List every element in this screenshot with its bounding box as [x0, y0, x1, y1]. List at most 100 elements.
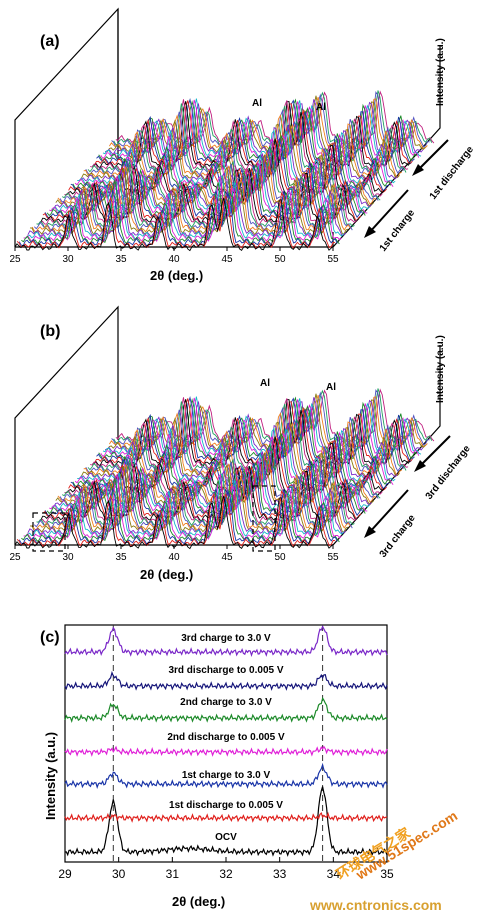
panel-a-al-label-2: Al: [316, 102, 326, 113]
x-tick-label: 25: [9, 254, 21, 265]
waterfall-trace: [57, 445, 377, 504]
panel-a-label: (a): [40, 33, 60, 50]
waterfall-trace: [42, 167, 362, 222]
panel-b-label: (b): [40, 323, 60, 340]
series-label: 2nd discharge to 0.005 V: [167, 732, 285, 743]
waterfall-trace: [38, 165, 357, 227]
waterfall-trace: [49, 459, 368, 513]
series-line: [64, 745, 388, 757]
series-label: 3rd discharge to 0.005 V: [168, 665, 283, 676]
waterfall-trace: [27, 467, 347, 536]
waterfall-trace: [66, 436, 385, 495]
waterfall-trace: [102, 98, 422, 158]
waterfall-trace: [38, 463, 357, 525]
waterfall-trace: [66, 138, 385, 197]
waterfall-trace: [105, 99, 424, 156]
series-line: [64, 625, 388, 657]
panel-a-discharge-arrow: [412, 139, 449, 176]
panel-b-charge-arrow: [364, 489, 409, 538]
waterfall-trace: [89, 397, 409, 470]
waterfall-trace: [16, 489, 336, 548]
panel-b-x-ticks: 25 30 35 40 45 50 55: [9, 545, 339, 563]
watermark-url-2: www.cntronics.com: [309, 897, 442, 913]
panel-a: (a) 25 30 35 40 45 50 55 Al Al 2θ (deg.) Inten…: [9, 7, 476, 283]
waterfall-trace: [27, 169, 347, 238]
x-tick-label: 30: [62, 552, 74, 563]
panel-a-traces: [14, 90, 435, 252]
x-tick-label: 35: [380, 867, 394, 881]
x-tick-label: 32: [219, 867, 233, 881]
panel-b-z-label: Intensity (a.u.): [435, 335, 446, 403]
x-tick-label: 34: [327, 867, 341, 881]
panel-b-traces: [14, 388, 435, 550]
waterfall-trace: [98, 396, 417, 461]
panel-b-discharge-label: 3rd discharge: [424, 443, 473, 502]
waterfall-trace: [106, 95, 426, 154]
waterfall-trace: [92, 399, 411, 467]
waterfall-trace: [72, 133, 392, 190]
panel-b-al-label-2: Al: [326, 382, 336, 393]
waterfall-trace: [51, 155, 370, 213]
panel-c-reference-lines: [112, 625, 324, 862]
waterfall-trace: [92, 101, 411, 169]
waterfall-trace: [102, 396, 422, 456]
waterfall-trace: [89, 99, 409, 172]
waterfall-trace: [106, 393, 426, 452]
waterfall-trace: [51, 453, 370, 511]
waterfall-trace: [96, 395, 415, 463]
x-tick-label: 35: [115, 552, 127, 563]
waterfall-trace: [42, 465, 362, 520]
waterfall-trace: [98, 98, 417, 163]
panel-a-charge-label: 1st charge: [378, 207, 418, 254]
x-tick-label: 31: [166, 867, 180, 881]
x-tick-label: 55: [327, 552, 339, 563]
waterfall-trace: [81, 417, 400, 479]
series-line: [64, 811, 388, 823]
waterfall-trace: [94, 100, 413, 167]
watermark-url-1: www.51spec.com: [352, 807, 460, 883]
x-tick-label: 29: [58, 867, 72, 881]
panel-b: (b) 25 30 35 40 45 50 55 Al Al 2θ (deg.) Inten…: [9, 305, 473, 582]
waterfall-trace: [29, 463, 349, 534]
x-tick-label: 35: [115, 254, 127, 265]
panel-b-zoom-box-1: [32, 512, 66, 552]
panel-a-al-label-1: Al: [252, 98, 262, 109]
panel-c-x-label: 2θ (deg.): [172, 894, 225, 909]
waterfall-trace: [21, 179, 340, 245]
x-tick-label: 50: [274, 552, 286, 563]
series-label: 1st charge to 3.0 V: [182, 770, 271, 781]
series-line: [64, 786, 388, 857]
series-label: OCV: [215, 832, 237, 843]
x-tick-label: 25: [9, 552, 21, 563]
panel-a-x-ticks: 25 30 35 40 45 50 55: [9, 247, 339, 265]
waterfall-trace: [96, 97, 415, 165]
waterfall-trace: [23, 473, 342, 541]
waterfall-trace: [36, 458, 355, 527]
panel-b-back-frame: [14, 305, 119, 545]
series-label: 3rd charge to 3.0 V: [181, 633, 271, 644]
panel-b-x-label: 2θ (deg.): [140, 567, 193, 582]
panel-b-charge-label: 3rd charge: [378, 512, 418, 559]
x-tick-label: 45: [221, 254, 233, 265]
waterfall-trace: [40, 165, 360, 225]
panel-c-series-labels: OCV 1st discharge to 0.005 V 1st charge to…: [167, 633, 285, 843]
waterfall-trace: [25, 472, 345, 539]
panel-c: (c) OCV 1st discharge to 0.005 V 1st charg…: [40, 624, 394, 909]
x-tick-label: 33: [273, 867, 287, 881]
waterfall-trace: [16, 191, 336, 250]
panel-b-al-label-1: Al: [260, 378, 270, 389]
series-line: [64, 670, 388, 691]
waterfall-trace: [57, 147, 377, 206]
panel-a-charge-arrow: [364, 189, 409, 238]
panel-c-label: (c): [40, 629, 60, 646]
x-tick-label: 30: [112, 867, 126, 881]
panel-b-zoom-box-2: [252, 485, 276, 552]
x-tick-label: 40: [168, 254, 180, 265]
waterfall-trace: [21, 477, 340, 543]
panel-c-traces: [64, 625, 388, 857]
panel-c-x-ticks: 29 30 31 32 33 34 35: [58, 857, 394, 881]
series-line: [64, 762, 388, 789]
waterfall-trace: [29, 165, 349, 236]
panel-c-y-label: Intensity (a.u.): [43, 732, 58, 820]
